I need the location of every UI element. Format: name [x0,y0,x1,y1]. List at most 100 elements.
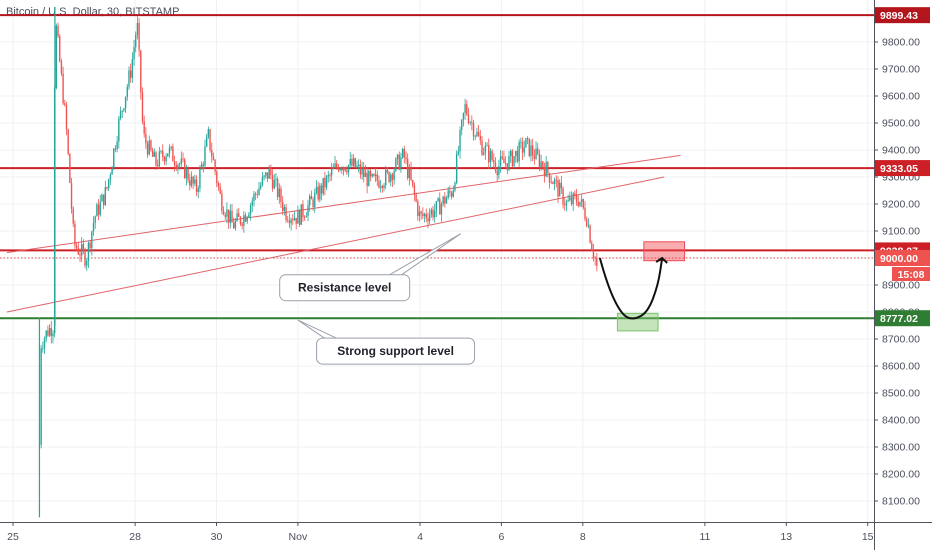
candle-body [575,195,578,203]
candle-body [577,202,579,206]
candle-body [413,184,416,195]
candle-body [178,164,181,165]
candle-body [276,178,279,198]
candle-body [315,186,318,193]
candle-body [450,192,453,197]
candle-body [346,170,348,173]
candle-body [293,217,296,221]
candle-body [528,138,530,157]
candle-body [74,223,76,246]
trendlines [6,154,681,313]
candle-body [249,205,252,215]
candle-body [295,217,297,224]
candle-body [537,148,539,154]
price-tick-label: 8300.00 [882,442,920,454]
candle-body [474,135,476,137]
candle-body [189,180,191,186]
candle-body [552,182,554,185]
candle-body [70,182,73,209]
candle-body [422,213,424,216]
trendline [6,154,681,254]
time-tick-label: 28 [129,531,141,543]
candle-body [182,158,184,160]
candle-body [594,257,596,259]
candle-body [260,185,262,189]
candle-body [119,111,122,119]
candle-body [452,190,454,197]
level-tag-bg [875,7,930,24]
candle-body [281,202,284,211]
callout-box [316,337,476,365]
candle-body [288,220,291,224]
candle-body [538,153,541,168]
candle-body [390,174,392,182]
candle-body [224,214,226,217]
candle-body [359,164,362,175]
candle-body [84,250,86,266]
candle-body [417,201,419,216]
candle-body [42,348,44,349]
candle-body [97,204,100,215]
candle-body [145,133,147,144]
candle-body [391,174,394,180]
candle-body [222,210,225,215]
candle-body [47,330,49,336]
candle-body [447,190,449,198]
candle-body [569,197,571,201]
candle-body [50,327,52,337]
candle-body [135,35,137,48]
candle-body [175,165,177,169]
candle-body [547,162,549,174]
projection-arrow-path [598,257,664,320]
candle-body [143,121,145,134]
candle-body [329,175,331,176]
candle-body [244,215,247,222]
candle-body [371,174,373,177]
time-tick-label: 8 [580,531,586,543]
candle-body [194,179,196,184]
candle-body [445,197,448,204]
candle-body [477,132,480,137]
candle-body [136,22,139,36]
candle-body [509,150,512,156]
time-tick-label: 30 [211,531,223,543]
candle-body [464,104,466,113]
candle-body [226,209,228,217]
candle-body [521,141,524,153]
candle-body [543,167,546,177]
candle-body [442,196,444,204]
candle-body [298,210,301,225]
candle-body [482,152,485,155]
candle-body [363,168,365,177]
candle-body [366,172,368,187]
horizontal-levels [0,14,874,320]
candle-body [214,160,216,172]
candle-body [248,214,250,218]
candle-body [239,216,242,224]
candle-body [302,204,304,218]
candle-body [587,225,590,227]
candle-body [190,176,193,186]
candle-body [501,156,503,159]
candle-body [280,188,282,203]
candle-body [82,244,85,251]
price-tick-label: 8400.00 [882,415,920,427]
candle-body [582,199,585,208]
candle-body [121,110,123,112]
candle-body [172,146,174,162]
candle-body [325,176,328,188]
candle-body [200,164,203,170]
candle-body [423,213,426,216]
candle-body [586,219,588,227]
candle-body [77,248,80,255]
candle-body [574,193,576,196]
candle-body [86,260,88,266]
projection-arrow-head [655,256,668,264]
candle-body [435,201,438,211]
candle-body [256,194,259,196]
candle-body [506,163,509,170]
candle-body [65,104,68,130]
candle-body [420,211,422,214]
candle-body [146,143,149,155]
